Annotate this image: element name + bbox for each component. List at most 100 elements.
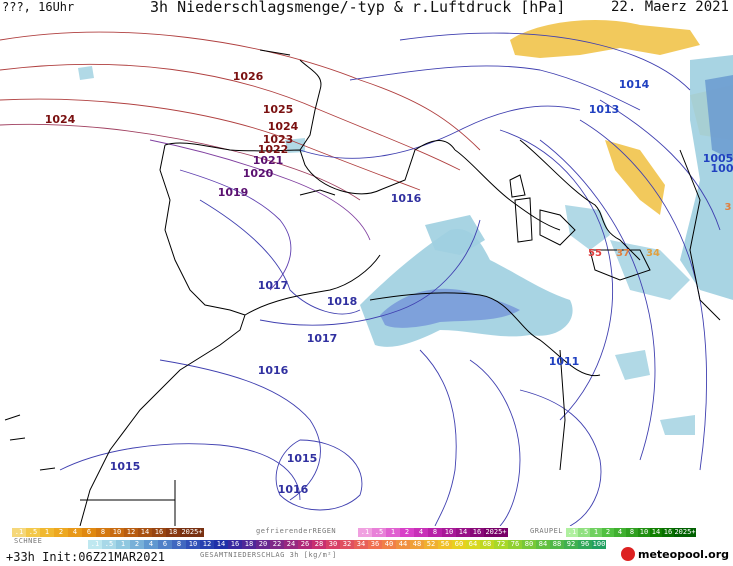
legend: .1.5 1 2 4 6 8 10 12 14 16 18 2025+ SCHNEE gefriere…: [0, 526, 733, 566]
isobar-label: 1019: [218, 186, 249, 199]
legend-cell: 1: [40, 528, 54, 537]
legend-cell: 18: [242, 540, 256, 549]
legend-cell: 16: [662, 528, 674, 537]
legend-cell: 4: [414, 528, 428, 537]
precip-value-label: 34: [646, 248, 660, 259]
legend-cell: 2025+: [180, 528, 204, 537]
legend-cell: .1: [358, 528, 372, 537]
legend-cell: 2: [602, 528, 614, 537]
legend-cell: 100: [592, 540, 606, 549]
rain-area-sicily: [565, 205, 610, 250]
isobar-label: 1014: [619, 78, 650, 91]
isobar-label: 1022: [258, 143, 289, 156]
legend-cell: 16: [228, 540, 242, 549]
rain-area-africa-core: [380, 288, 520, 328]
legend-cell: 8: [96, 528, 110, 537]
precip-value-label: 3: [725, 202, 732, 213]
legend-cell: 34: [354, 540, 368, 549]
isobar-label: 1015: [287, 452, 318, 465]
legend-cell: 20: [256, 540, 270, 549]
legend-cell: 10: [110, 528, 124, 537]
isobar-label: 1013: [589, 103, 620, 116]
legend-cell: 1: [386, 528, 400, 537]
isobar-label: 1016: [278, 483, 309, 496]
legend-cell: 28: [312, 540, 326, 549]
legend-cell: 52: [424, 540, 438, 549]
legend-cell: 16: [470, 528, 484, 537]
precip-value-label: 55: [588, 248, 602, 259]
isobar-label: 1017: [307, 332, 338, 345]
run-info: +33h Init:06Z21MAR2021: [6, 550, 165, 564]
legend-cell: 24: [284, 540, 298, 549]
legend-cell: .1: [88, 540, 102, 549]
legend-cell: 92: [564, 540, 578, 549]
legend-cell: 10: [638, 528, 650, 537]
header-time: ???, 16Uhr: [2, 0, 75, 14]
weather-map: 1026102510241024102310221021102010191017…: [0, 20, 733, 526]
legend-cell: 1: [116, 540, 130, 549]
legend-cell: 72: [494, 540, 508, 549]
header: ???, 16Uhr 3h Niederschlagsmenge/-typ & …: [0, 0, 733, 20]
isobar-labels: 1026102510241024102310221021102010191017…: [45, 70, 733, 496]
legend-cell: 12: [200, 540, 214, 549]
isobar-label: 1020: [243, 167, 274, 180]
legend-snow-scale: .1.5 1 2 4 6 8 10 12 14 16 18 2025+: [12, 528, 204, 537]
precip-value-label: 37: [616, 248, 630, 259]
meteopool-logo[interactable]: meteopool.org: [621, 547, 729, 561]
legend-cell: .5: [578, 528, 590, 537]
legend-total-scale: .1.5 1 2 4 6 8 10 12 14 16 18 20 22 24 26 28 30 32 34 36 40 4…: [88, 540, 606, 549]
legend-cell: .1: [566, 528, 578, 537]
legend-cell: 22: [270, 540, 284, 549]
legend-cell: .5: [102, 540, 116, 549]
legend-cell: 10: [442, 528, 456, 537]
isobar-label: 1021: [253, 154, 284, 167]
coastlines: [4, 49, 721, 526]
legend-graupel-label: GRAUPEL: [530, 527, 564, 535]
legend-cell: 8: [626, 528, 638, 537]
legend-cell: 14: [650, 528, 662, 537]
legend-cell: 56: [438, 540, 452, 549]
legend-cell: 2: [400, 528, 414, 537]
legend-cell: 4: [68, 528, 82, 537]
rain-area-crete: [660, 415, 695, 435]
legend-total-label: GESAMTNIEDERSCHLAG 3h [kg/m²]: [200, 551, 337, 559]
legend-cell: .5: [26, 528, 40, 537]
isobar-label: 1015: [110, 460, 141, 473]
legend-cell: 10: [186, 540, 200, 549]
meteopool-logo-icon: [621, 547, 635, 561]
isobar-label: 100: [711, 162, 733, 175]
isobar-label: 1025: [263, 103, 294, 116]
legend-cell: 2025+: [484, 528, 508, 537]
legend-cell: 6: [82, 528, 96, 537]
legend-cell: 12: [124, 528, 138, 537]
legend-freezing-label: gefrierenderREGEN: [256, 527, 337, 535]
legend-cell: 36: [368, 540, 382, 549]
isobar-label: 1011: [549, 355, 580, 368]
legend-snow-label: SCHNEE: [14, 537, 43, 545]
legend-cell: 14: [214, 540, 228, 549]
legend-cell: 18: [166, 528, 180, 537]
legend-cell: 30: [326, 540, 340, 549]
isobar-label: 1018: [327, 295, 358, 308]
legend-cell: 8: [172, 540, 186, 549]
legend-cell: 60: [452, 540, 466, 549]
legend-cell: .1: [12, 528, 26, 537]
header-date: 22. Maerz 2021: [610, 0, 729, 15]
isobar-label: 1024: [45, 113, 76, 126]
snow-area-italy: [605, 140, 665, 215]
isobar-label: 1026: [233, 70, 264, 83]
legend-cell: 68: [480, 540, 494, 549]
legend-cell: 32: [340, 540, 354, 549]
legend-cell: 48: [410, 540, 424, 549]
rain-area-west: [78, 66, 94, 80]
legend-cell: 84: [536, 540, 550, 549]
legend-cell: 16: [152, 528, 166, 537]
legend-cell: 2: [130, 540, 144, 549]
isobar-label: 1024: [268, 120, 299, 133]
rain-area-libya: [615, 350, 650, 380]
isobar-lines: [0, 31, 721, 526]
legend-cell: 88: [550, 540, 564, 549]
legend-cell: 96: [578, 540, 592, 549]
rain-area-sardinia: [425, 215, 485, 255]
